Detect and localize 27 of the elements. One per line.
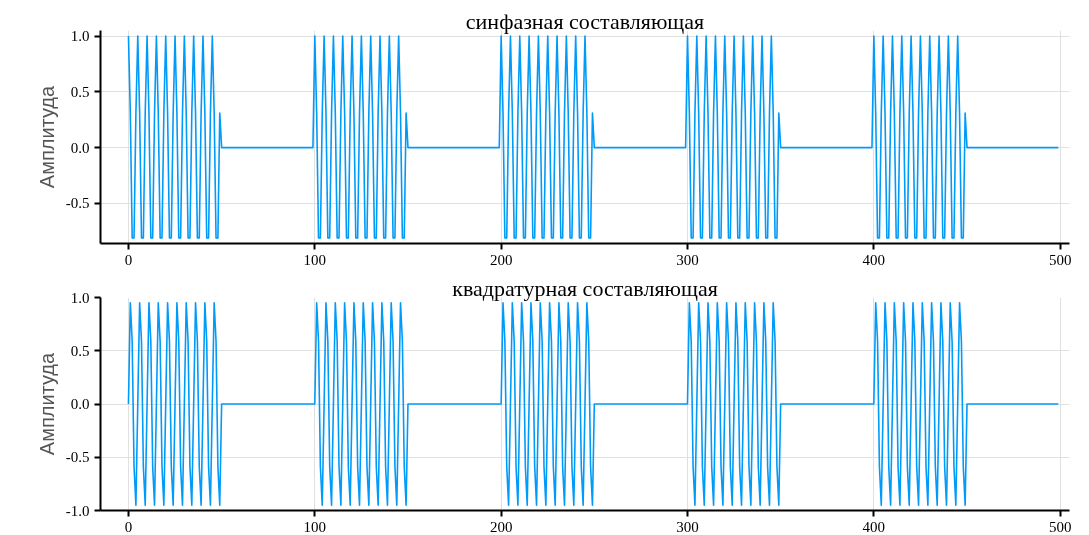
chart-title: синфазная составляющая [465, 8, 705, 34]
y-tick-label: 0.0 [70, 139, 90, 156]
x-tick-label: 500 [1048, 518, 1072, 535]
x-tick-label: 300 [676, 518, 699, 535]
y-tick-label: 0.5 [70, 342, 90, 359]
x-tick-label: 100 [303, 251, 327, 268]
line-series [127, 35, 1060, 239]
y-tick-label: -0.5 [65, 195, 90, 212]
line-series [127, 302, 1060, 506]
y-tick-label: 0.5 [70, 83, 90, 100]
x-tick-label: 200 [489, 251, 513, 268]
y-tick-label: -0.5 [65, 449, 90, 466]
x-tick-label: 500 [1048, 251, 1072, 268]
y-axis-title: Амплитуда [35, 351, 58, 456]
y-tick-label: 1.0 [70, 28, 90, 45]
y-tick-label: 0.0 [70, 396, 90, 412]
x-tick-label: 300 [676, 251, 699, 268]
x-tick-label: 400 [862, 251, 886, 268]
chart-title: квадратурная составляющая [452, 275, 718, 301]
x-tick-label: 200 [489, 518, 513, 535]
y-tick-label: -1.0 [65, 502, 90, 519]
x-tick-label: 100 [303, 518, 327, 535]
x-tick-label: 400 [862, 518, 886, 535]
x-tick-label: 0 [124, 518, 133, 535]
x-tick-label: 0 [124, 251, 133, 268]
y-tick-label: 1.0 [70, 289, 90, 306]
y-axis-title: Амплитуда [35, 84, 58, 189]
